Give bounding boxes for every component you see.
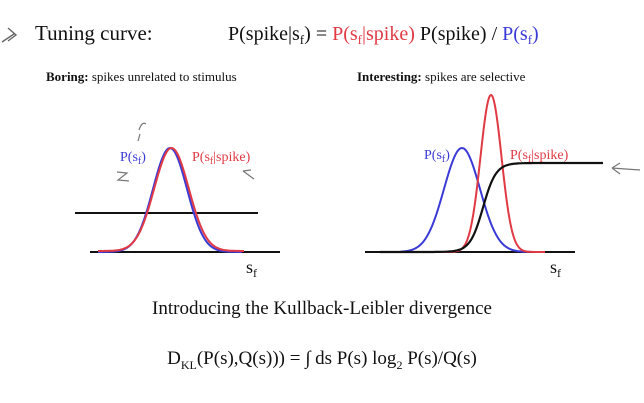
- scribble-arrow-right: [242, 169, 255, 180]
- kl-log-sub: 2: [396, 358, 402, 372]
- eq-lhs: P(spike|s: [228, 23, 300, 45]
- scribble-mark-top: [137, 122, 147, 142]
- eq-red-sub: f: [358, 32, 363, 47]
- right-heading-bold: Interesting:: [357, 69, 422, 84]
- left-spike-conditional-curve: [98, 147, 244, 252]
- eq-equals: =: [311, 23, 332, 45]
- left-heading-bold: Boring:: [46, 69, 89, 84]
- right-label-conditional: P(sf|spike): [510, 148, 569, 165]
- right-axis-label: sf: [550, 257, 561, 280]
- left-label-conditional: P(sf|spike): [192, 150, 251, 167]
- eq-red: P(s: [332, 23, 358, 45]
- eq-blue-close: ): [532, 23, 539, 45]
- left-axis-label: sf: [246, 257, 257, 280]
- kl-part1: (P(s),Q(s))) = ∫ ds P(s) log: [197, 348, 397, 370]
- header-title: Tuning curve:: [35, 21, 153, 45]
- eq-blue: P(s: [502, 23, 528, 45]
- eq-lhs-close: ): [304, 23, 311, 45]
- right-edge-arrow-icon: [611, 162, 641, 175]
- header-equation: P(spike|sf) = P(sf|spike) P(spike) / P(s…: [228, 23, 539, 47]
- right-plot: P(sf) P(sf|spike) sf: [365, 93, 641, 280]
- kl-formula: DKL(P(s),Q(s))) = ∫ ds P(s) log2 P(s)/Q(…: [167, 348, 477, 372]
- eq-mid: P(spike) /: [415, 23, 502, 45]
- eq-red-close: |spike): [362, 23, 415, 45]
- right-stimulus-curve: [400, 146, 530, 253]
- right-heading-rest: spikes are selective: [422, 69, 526, 84]
- left-heading-rest: spikes unrelated to stimulus: [89, 69, 237, 84]
- left-edge-arrow-icon: [1, 27, 18, 43]
- left-panel-heading: Boring: spikes unrelated to stimulus: [46, 69, 237, 84]
- kl-d-sub: KL: [181, 358, 197, 372]
- eq-lhs-sub: f: [300, 32, 305, 47]
- eq-blue-sub: f: [528, 32, 533, 47]
- right-tuning-curve: [380, 161, 603, 254]
- right-label-stimulus: P(sf): [424, 148, 450, 165]
- left-plot: P(sf) P(sf|spike) sf: [75, 122, 280, 280]
- kl-d: D: [167, 348, 181, 369]
- kl-intro-text: Introducing the Kullback-Leibler diverge…: [152, 298, 492, 319]
- left-label-stimulus: P(sf): [120, 150, 146, 167]
- right-panel-heading: Interesting: spikes are selective: [357, 69, 526, 84]
- kl-part2: P(s)/Q(s): [402, 348, 476, 369]
- scribble-mark-left: [116, 171, 130, 182]
